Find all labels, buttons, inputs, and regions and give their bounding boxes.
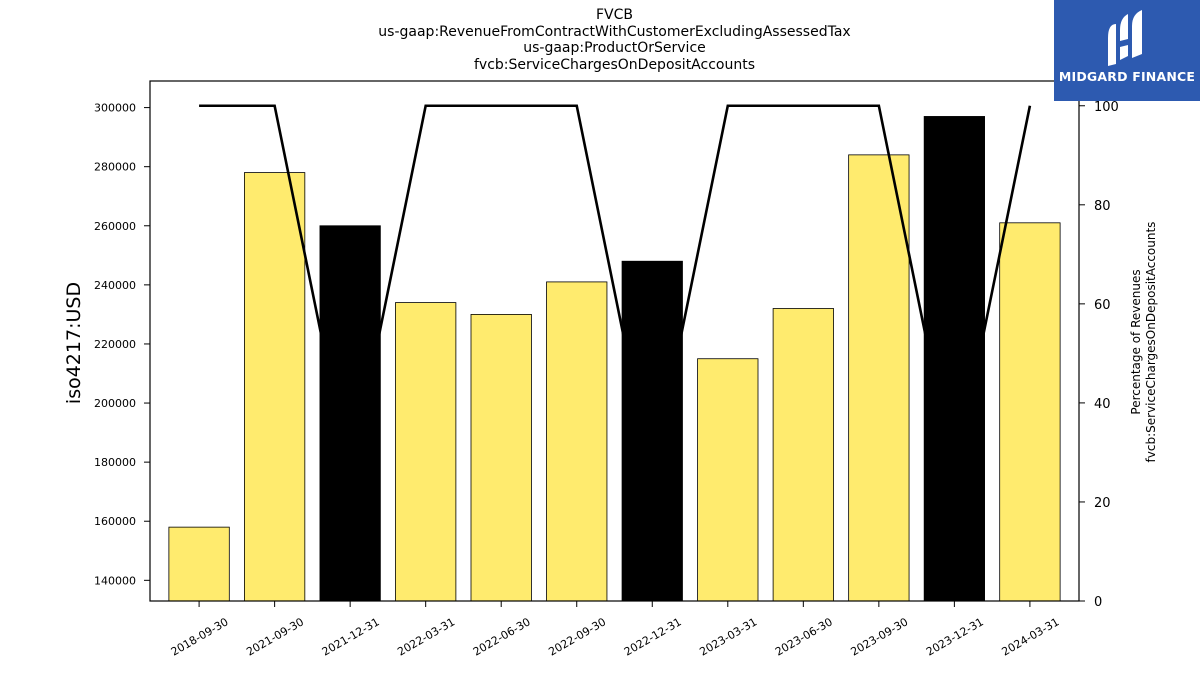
bar-2024-03-31	[999, 222, 1061, 602]
y-tick-label-260000: 260000	[94, 220, 136, 233]
y2-tick-label-100: 100	[1094, 100, 1119, 115]
title-line-1: FVCB	[595, 7, 633, 23]
x-tick-label-2024-03-31: 2024-03-31	[1000, 615, 1062, 658]
midgard-logo: MIDGARD FINANCE	[1054, 0, 1200, 101]
y-tick-label-160000: 160000	[94, 515, 136, 528]
bar-2022-06-30	[470, 314, 532, 602]
y-tick-label-140000: 140000	[94, 574, 136, 587]
percentage-line	[199, 104, 1032, 478]
x-tick-label-2023-12-31: 2023-12-31	[924, 615, 986, 658]
x-tick-label-2023-03-31: 2023-03-31	[697, 615, 759, 658]
title-line-4: fvcb:ServiceChargesOnDepositAccounts	[473, 56, 756, 73]
y-tick-label-200000: 200000	[94, 397, 136, 410]
bar-2021-12-31	[319, 225, 381, 602]
x-tick-label-2022-09-30: 2022-09-30	[546, 615, 608, 658]
x-tick-label-2023-09-30: 2023-09-30	[848, 615, 910, 658]
y2-tick-label-80: 80	[1094, 199, 1111, 214]
x-tick-label-2022-12-31: 2022-12-31	[622, 615, 684, 658]
x-tick-label-2021-12-31: 2021-12-31	[320, 615, 382, 658]
x-tick-label-2022-03-31: 2022-03-31	[395, 615, 457, 658]
y2-tick-label-20: 20	[1094, 496, 1111, 511]
plot-frame	[149, 80, 1080, 602]
bar-2022-09-30	[546, 281, 608, 602]
chart-title: FVCB us-gaap:RevenueFromContractWithCust…	[150, 7, 1079, 73]
y-tick-label-220000: 220000	[94, 338, 136, 351]
x-tick-label-2021-09-30: 2021-09-30	[244, 615, 306, 658]
bar-2023-06-30	[772, 308, 834, 602]
bar-2023-03-31	[697, 358, 759, 602]
midgard-logo-icon	[1108, 10, 1142, 66]
y-tick-label-180000: 180000	[94, 456, 136, 469]
bar-2021-09-30	[244, 172, 306, 602]
y-axis-label: iso4217:USD	[63, 282, 85, 404]
y-tick-label-280000: 280000	[94, 161, 136, 174]
title-line-2: us-gaap:RevenueFromContractWithCustomerE…	[378, 23, 851, 40]
x-tick-label-2023-06-30: 2023-06-30	[773, 615, 835, 658]
y-tick-label-300000: 300000	[94, 102, 136, 115]
y2-tick-label-60: 60	[1094, 298, 1111, 313]
bar-2022-12-31	[621, 260, 683, 602]
y2-axis-label-line-1: Percentage of Revenues	[1129, 269, 1143, 414]
bar-2022-03-31	[395, 302, 457, 602]
y2-tick-label-0: 0	[1094, 595, 1102, 610]
y2-tick-label-40: 40	[1094, 397, 1111, 412]
logo-text: MIDGARD FINANCE	[1058, 69, 1196, 84]
title-line-3: us-gaap:ProductOrService	[523, 40, 706, 56]
x-tick-label-2022-06-30: 2022-06-30	[471, 615, 533, 658]
bar-2023-12-31	[923, 116, 985, 602]
bar-2018-09-30	[168, 526, 230, 602]
y-tick-label-240000: 240000	[94, 279, 136, 292]
y2-axis-label-line-2: fvcb:ServiceChargesOnDepositAccounts	[1144, 222, 1158, 463]
bar-2023-09-30	[848, 154, 910, 602]
x-tick-label-2018-09-30: 2018-09-30	[169, 615, 231, 658]
